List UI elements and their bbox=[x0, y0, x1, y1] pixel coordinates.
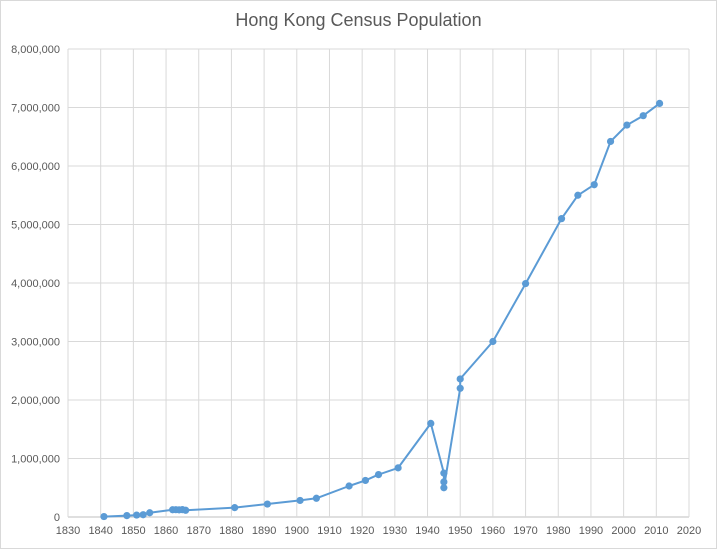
y-tick-label: 6,000,000 bbox=[11, 161, 60, 173]
data-point bbox=[521, 279, 530, 288]
x-tick-label: 1960 bbox=[481, 525, 505, 537]
data-point bbox=[139, 511, 147, 519]
chart-series bbox=[100, 99, 664, 521]
data-point bbox=[394, 464, 402, 472]
data-point bbox=[146, 509, 154, 517]
chart-title: Hong Kong Census Population bbox=[235, 10, 482, 30]
x-tick-label: 1920 bbox=[350, 525, 374, 537]
data-point bbox=[296, 496, 304, 505]
data-point bbox=[374, 470, 383, 479]
data-point bbox=[100, 512, 108, 521]
x-axis-ticks: 1830 1840 1850 1860 1870 1880 1890 1900 1910 1920… bbox=[56, 525, 701, 537]
data-point bbox=[606, 137, 615, 146]
x-tick-label: 1930 bbox=[383, 525, 407, 537]
data-point bbox=[440, 469, 448, 477]
chart-gridlines bbox=[67, 48, 690, 518]
data-point bbox=[623, 121, 631, 129]
x-tick-label: 1980 bbox=[546, 525, 570, 537]
x-tick-label: 1950 bbox=[448, 525, 472, 537]
x-tick-label: 2020 bbox=[677, 525, 701, 537]
data-point bbox=[456, 384, 464, 392]
x-tick-label: 1970 bbox=[513, 525, 537, 537]
data-point bbox=[639, 112, 647, 120]
x-tick-label: 1900 bbox=[285, 525, 309, 537]
data-point bbox=[182, 506, 190, 514]
data-point bbox=[263, 500, 271, 508]
x-tick-label: 1910 bbox=[317, 525, 341, 537]
y-tick-label: 3,000,000 bbox=[11, 337, 60, 349]
x-tick-label: 2010 bbox=[644, 525, 668, 537]
x-tick-label: 1850 bbox=[121, 525, 145, 537]
y-tick-label: 5,000,000 bbox=[11, 220, 60, 232]
x-tick-label: 1880 bbox=[219, 525, 243, 537]
data-point bbox=[133, 511, 141, 519]
x-tick-label: 1990 bbox=[579, 525, 603, 537]
y-tick-label: 1,000,000 bbox=[11, 454, 60, 466]
x-tick-label: 1940 bbox=[415, 525, 439, 537]
data-point bbox=[427, 419, 435, 427]
data-point bbox=[489, 337, 497, 346]
data-point bbox=[312, 494, 320, 502]
data-point bbox=[574, 191, 582, 199]
data-point bbox=[655, 99, 664, 108]
x-tick-label: 1870 bbox=[186, 525, 210, 537]
y-tick-label: 8,000,000 bbox=[11, 44, 60, 56]
y-axis-ticks: 0 1,000,000 2,000,000 3,000,000 4,000,000 5,0… bbox=[11, 44, 60, 524]
data-point bbox=[361, 476, 370, 485]
y-tick-label: 4,000,000 bbox=[11, 278, 60, 290]
data-point bbox=[590, 181, 598, 189]
y-tick-label: 2,000,000 bbox=[11, 395, 60, 407]
x-tick-label: 1860 bbox=[154, 525, 178, 537]
series-line bbox=[103, 102, 661, 518]
x-tick-label: 1840 bbox=[88, 525, 112, 537]
y-tick-label: 0 bbox=[54, 512, 60, 524]
x-tick-label: 1890 bbox=[252, 525, 276, 537]
x-tick-label: 1830 bbox=[56, 525, 80, 537]
data-point bbox=[440, 484, 448, 492]
data-point bbox=[440, 478, 448, 486]
data-point bbox=[557, 215, 566, 223]
data-point bbox=[231, 504, 239, 512]
x-tick-label: 2000 bbox=[611, 525, 635, 537]
data-point bbox=[345, 482, 353, 490]
data-point bbox=[456, 375, 464, 383]
data-point bbox=[123, 511, 131, 520]
y-tick-label: 7,000,000 bbox=[11, 103, 60, 115]
